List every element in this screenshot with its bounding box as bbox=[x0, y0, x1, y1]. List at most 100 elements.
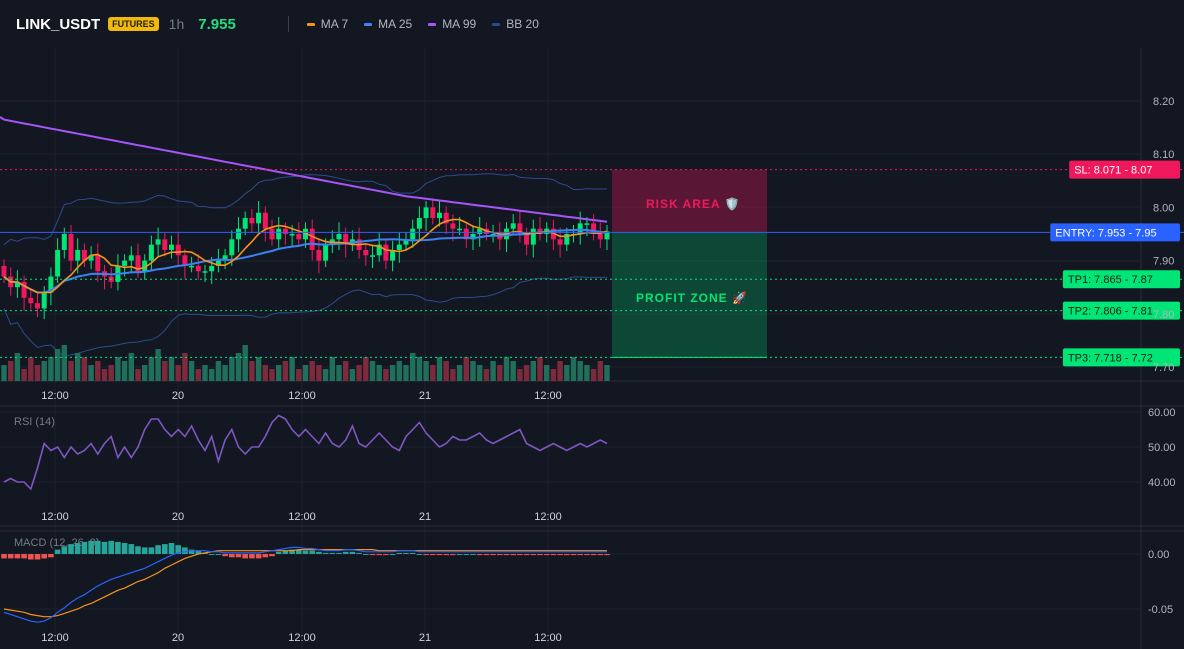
macd-histogram-bar bbox=[222, 554, 228, 557]
candle-body bbox=[155, 239, 161, 245]
symbol-title[interactable]: LINK_USDT bbox=[16, 15, 101, 33]
volume-bar bbox=[410, 353, 416, 381]
volume-bar bbox=[209, 369, 215, 381]
macd-histogram-bar bbox=[309, 550, 315, 554]
volume-bar bbox=[416, 357, 423, 381]
volume-bar bbox=[75, 353, 81, 381]
volume-bar bbox=[369, 361, 376, 381]
volume-bar bbox=[48, 357, 54, 381]
macd-histogram-bar bbox=[336, 552, 342, 554]
profit-zone-label: PROFIT ZONE 🚀 bbox=[636, 291, 748, 305]
time-axis-tick: 12:00 bbox=[534, 632, 562, 644]
candle-body bbox=[256, 212, 262, 224]
volume-bar bbox=[41, 361, 47, 381]
price-axis-tick: 8.00 bbox=[1153, 202, 1174, 214]
volume-bar bbox=[242, 345, 248, 381]
sl-label: SL: 8.071 - 8.07 bbox=[1074, 165, 1152, 177]
candle-body bbox=[269, 228, 275, 240]
macd-histogram-bar bbox=[155, 545, 161, 554]
macd-histogram-bar bbox=[483, 554, 490, 556]
legend-ma99[interactable]: MA 99 bbox=[428, 17, 476, 31]
macd-histogram-bar bbox=[356, 552, 362, 554]
candle-body bbox=[597, 234, 603, 240]
tp1-label-box bbox=[1062, 270, 1180, 289]
candle-body bbox=[309, 228, 315, 250]
legend-bb20[interactable]: BB 20 bbox=[492, 17, 539, 31]
time-axis-tick: 21 bbox=[419, 632, 431, 644]
profit-zone-box bbox=[612, 232, 767, 358]
candle-body bbox=[55, 249, 61, 277]
macd-histogram-bar bbox=[302, 550, 309, 554]
macd-histogram-bar bbox=[41, 554, 47, 559]
candle-body bbox=[463, 228, 469, 240]
volume-bar bbox=[336, 365, 342, 381]
time-axis-tick: 12:00 bbox=[288, 390, 316, 402]
macd-histogram-bar bbox=[88, 540, 94, 554]
tp1-label: TP1: 7.865 - 7.87 bbox=[1068, 274, 1153, 286]
volume-bar bbox=[1, 365, 7, 381]
macd-histogram-bar bbox=[182, 547, 188, 554]
legend-swatch bbox=[364, 22, 373, 26]
volume-bar bbox=[570, 357, 577, 381]
futures-badge: FUTURES bbox=[108, 17, 159, 31]
volume-bar bbox=[403, 365, 409, 381]
macd-histogram-bar bbox=[322, 552, 329, 554]
macd-histogram-bar bbox=[229, 554, 235, 558]
legend-ma25[interactable]: MA 25 bbox=[364, 17, 412, 31]
macd-histogram-bar bbox=[597, 554, 604, 556]
macd-histogram-bar bbox=[463, 554, 470, 555]
macd-histogram-bar bbox=[557, 554, 563, 556]
macd-histogram-bar bbox=[423, 554, 429, 556]
candle-body bbox=[229, 239, 235, 256]
volume-bar bbox=[215, 361, 222, 381]
candle-body bbox=[175, 244, 181, 256]
macd-histogram-bar bbox=[537, 554, 543, 556]
volume-bar bbox=[34, 365, 41, 381]
macd-histogram-bar bbox=[376, 554, 382, 556]
volume-bar bbox=[463, 357, 469, 381]
candle-body bbox=[202, 271, 208, 273]
candle-body bbox=[88, 255, 94, 261]
macd-histogram-bar bbox=[570, 554, 577, 556]
candle-body bbox=[296, 234, 302, 240]
candle-body bbox=[262, 212, 268, 229]
volume-bar bbox=[470, 361, 476, 381]
time-axis-tick: 12:00 bbox=[41, 511, 69, 523]
candle-body bbox=[316, 249, 322, 261]
time-axis-tick: 20 bbox=[172, 632, 184, 644]
volume-bar bbox=[530, 361, 536, 381]
macd-histogram-bar bbox=[135, 546, 141, 554]
macd-axis-tick: -0.05 bbox=[1148, 604, 1173, 616]
macd-histogram-bar bbox=[188, 549, 195, 554]
legend-swatch bbox=[306, 22, 315, 26]
candle-body bbox=[383, 244, 389, 261]
macd-histogram-bar bbox=[208, 554, 215, 555]
volume-bar bbox=[564, 365, 570, 381]
macd-histogram-bar bbox=[21, 554, 27, 559]
macd-histogram-bar bbox=[141, 547, 148, 554]
candle-body bbox=[530, 228, 536, 245]
rsi-axis-tick: 40.00 bbox=[1148, 477, 1176, 489]
legend-ma7[interactable]: MA 7 bbox=[306, 17, 348, 31]
macd-histogram-bar bbox=[289, 549, 295, 554]
volume-bar bbox=[510, 361, 516, 381]
macd-line bbox=[3, 546, 607, 623]
time-axis-tick: 12:00 bbox=[534, 511, 562, 523]
candle-body bbox=[75, 249, 81, 261]
ma7-line bbox=[3, 218, 608, 294]
tp2-label-box bbox=[1062, 301, 1180, 320]
volume-bar bbox=[316, 365, 322, 381]
volume-bar bbox=[329, 357, 335, 381]
volume-bar bbox=[269, 369, 275, 381]
candle-body bbox=[14, 281, 20, 288]
macd-histogram-bar bbox=[497, 554, 503, 556]
macd-histogram-bar bbox=[543, 554, 550, 556]
legend-label: MA 99 bbox=[442, 17, 477, 31]
timeframe-label[interactable]: 1h bbox=[168, 16, 185, 32]
volume-bar bbox=[121, 361, 128, 381]
candle-body bbox=[148, 244, 154, 261]
volume-bar bbox=[383, 369, 389, 381]
macd-histogram-bar bbox=[34, 554, 41, 560]
candle-body bbox=[430, 207, 436, 219]
